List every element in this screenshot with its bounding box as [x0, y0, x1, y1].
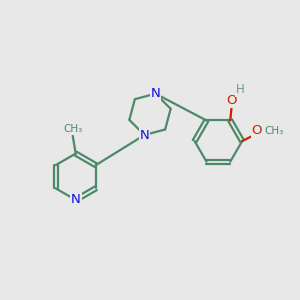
Text: CH₃: CH₃ [264, 126, 284, 136]
Text: O: O [226, 94, 237, 107]
Text: N: N [151, 87, 160, 100]
Text: CH₃: CH₃ [63, 124, 82, 134]
Text: H: H [236, 83, 245, 96]
Text: N: N [71, 194, 81, 206]
Text: O: O [252, 124, 262, 137]
Text: N: N [140, 128, 149, 142]
